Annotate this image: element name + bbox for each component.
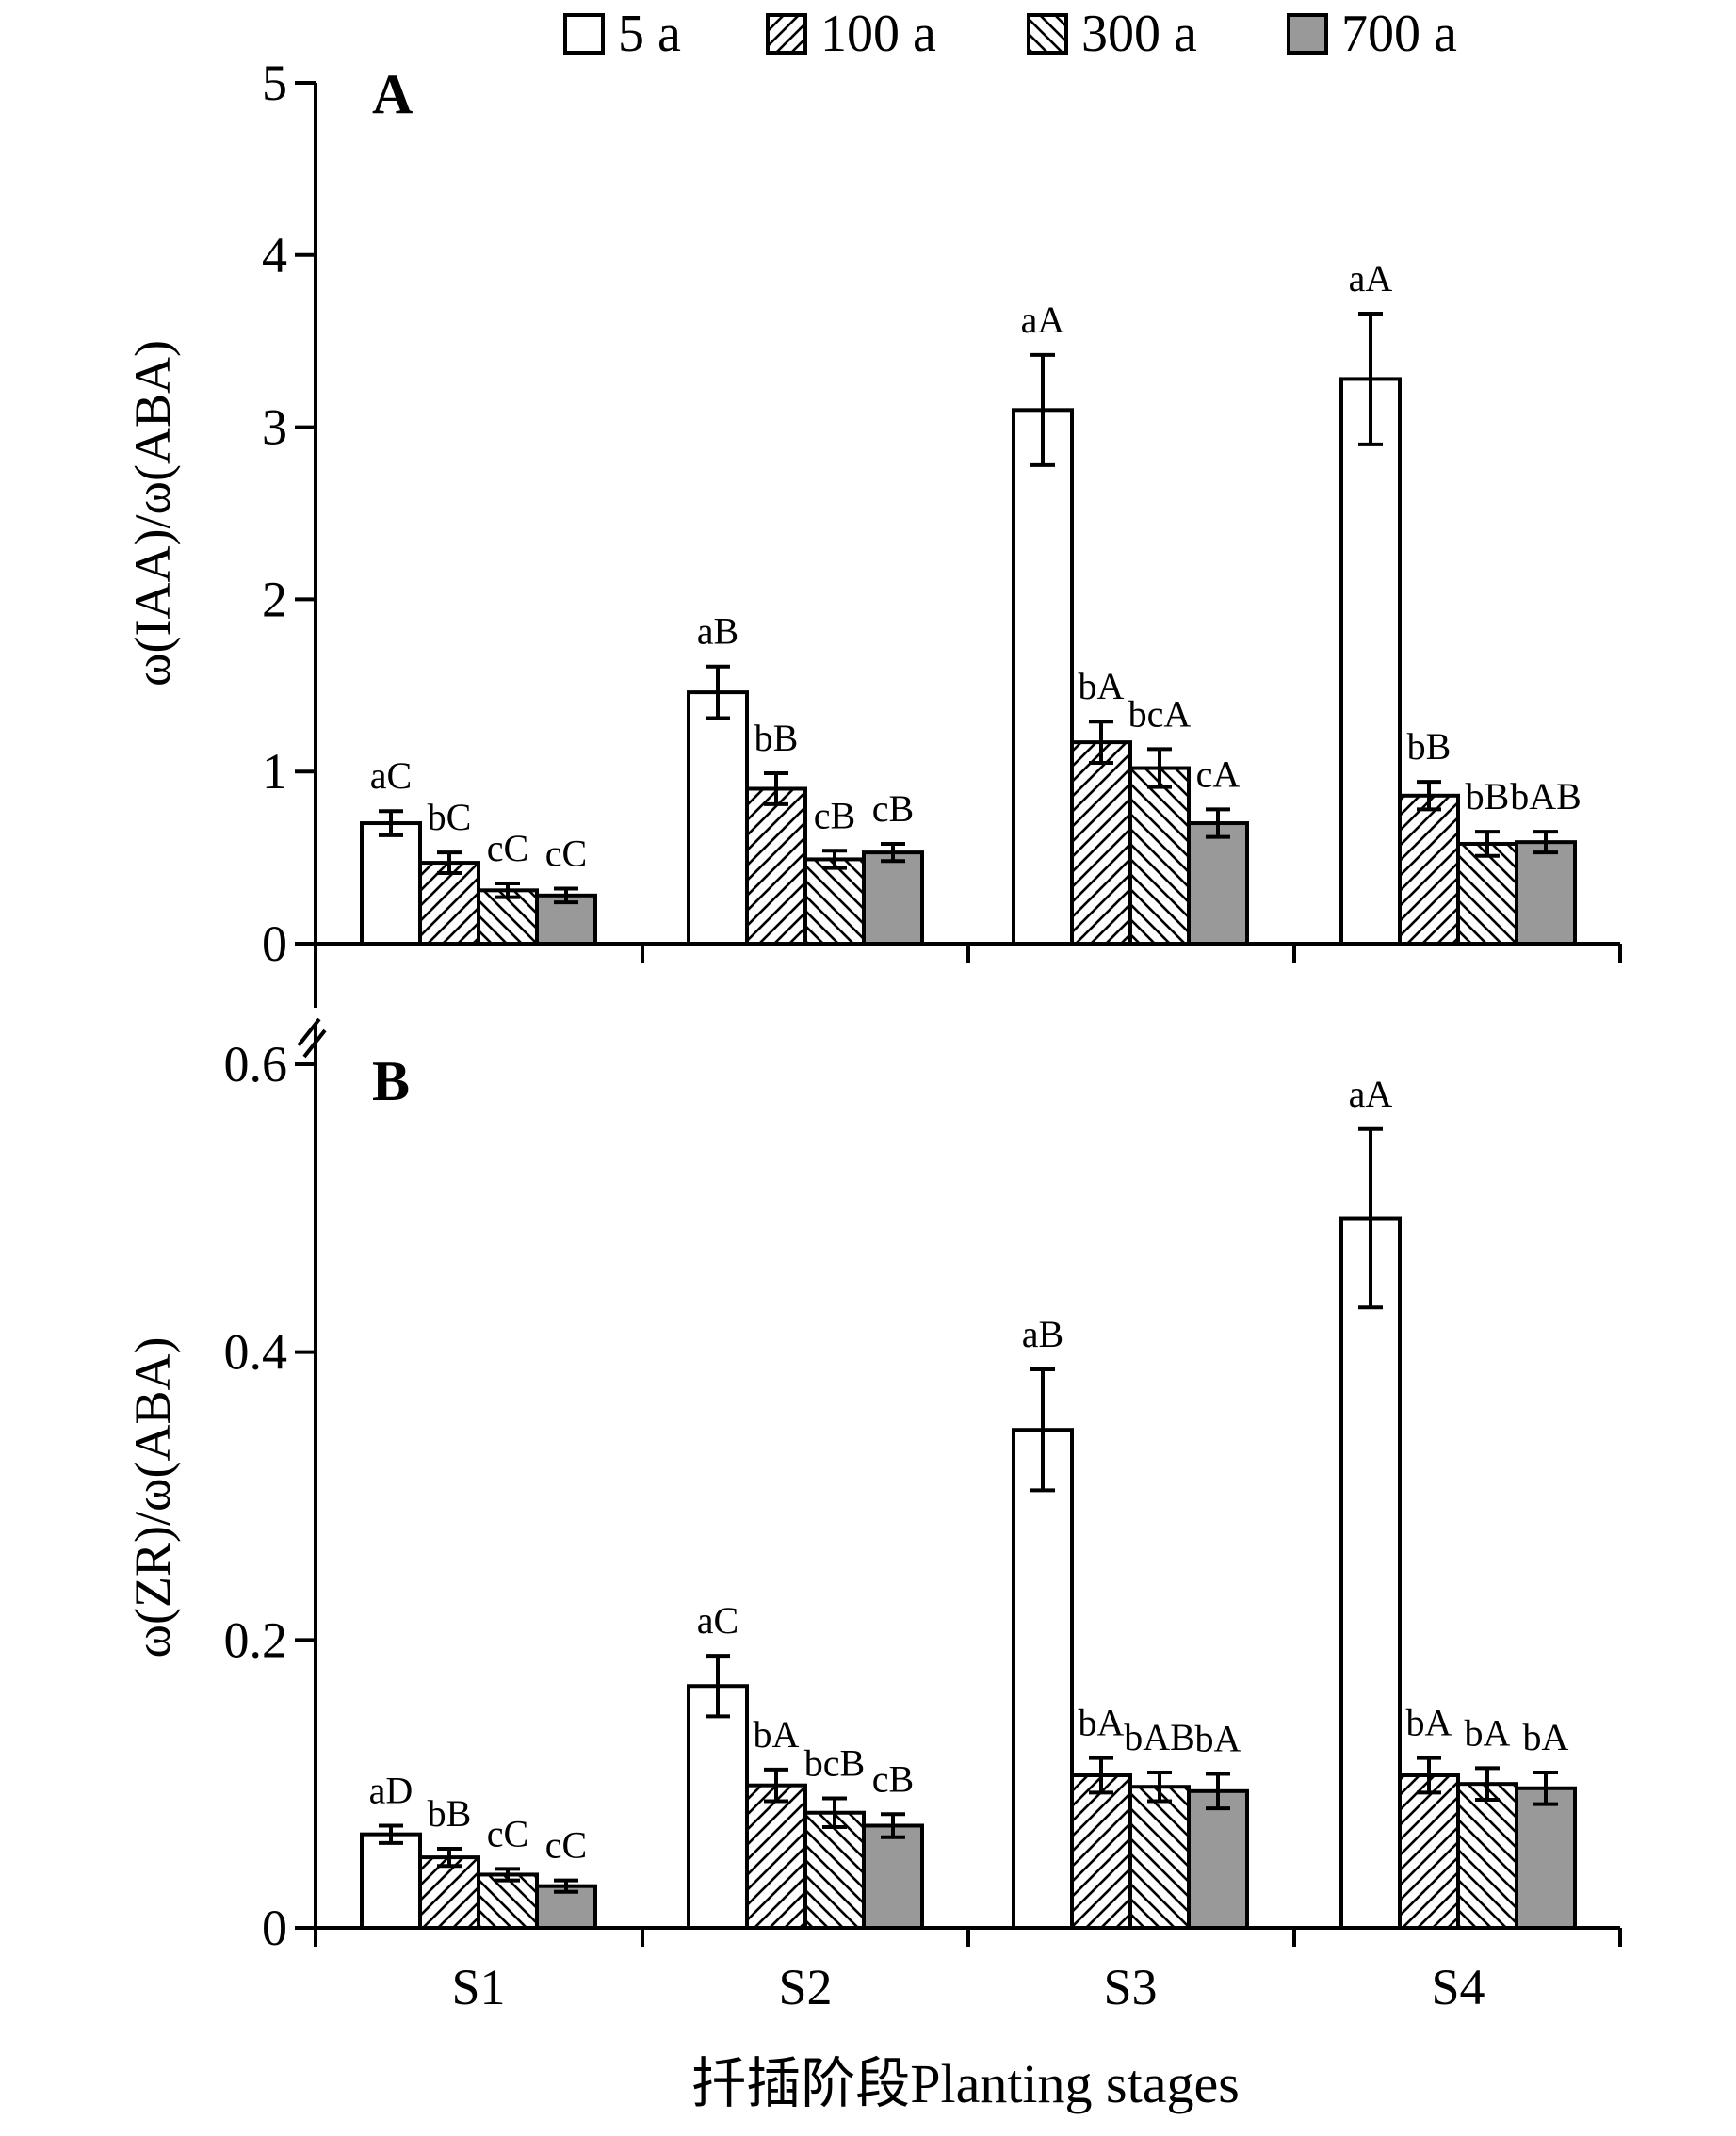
bar: [1187, 1788, 1249, 1931]
significance-label: aC: [697, 1599, 738, 1642]
category-label: S1: [451, 1959, 505, 2015]
panel-letter: A: [372, 63, 413, 125]
y-axis-title: ω(ZR)/ω(ABA): [124, 1336, 181, 1658]
bar: [418, 1855, 480, 1931]
y-tick-label: 0.4: [224, 1324, 288, 1381]
significance-label: aB: [697, 610, 738, 653]
y-tick-label: 2: [262, 571, 287, 627]
bar: [1339, 1216, 1402, 1930]
category-labels: S1 S2 S3 S4: [451, 1959, 1485, 2015]
y-axis-title: ω(IAA)/ω(ABA): [124, 340, 181, 687]
y-tick-label: 1: [262, 743, 287, 800]
bar: [477, 1872, 539, 1930]
bar: [1456, 1782, 1518, 1930]
legend-swatch-3: [1287, 13, 1328, 55]
significance-label: aB: [1022, 1313, 1063, 1355]
legend-swatch-0: [563, 13, 605, 55]
significance-label: aA: [1021, 299, 1065, 341]
bar: [745, 1783, 807, 1930]
bar: [745, 786, 807, 946]
significance-label: bB: [754, 717, 799, 759]
bar: [1128, 1785, 1191, 1931]
significance-label: bB: [1407, 725, 1452, 768]
legend: 5 a 100 a 300 a 700 a: [563, 5, 1457, 63]
legend-label-1: 100 a: [820, 5, 936, 63]
significance-label: cB: [872, 1757, 914, 1800]
y-tick-label: 5: [262, 55, 287, 111]
bar: [1070, 1772, 1132, 1931]
category-label: S3: [1103, 1959, 1157, 2015]
significance-label: bA: [1523, 1716, 1569, 1758]
significance-label: aA: [1349, 257, 1393, 299]
bar: [1070, 740, 1132, 947]
significance-label: bC: [428, 796, 472, 838]
significance-label: bcA: [1128, 692, 1192, 735]
y-tick-label: 0: [262, 1900, 287, 1956]
y-tick-label: 0.2: [224, 1611, 288, 1668]
y-tick-label: 0.6: [224, 1036, 288, 1092]
y-tick-label: 3: [262, 399, 287, 456]
legend-label-0: 5 a: [618, 5, 681, 63]
bar: [862, 1823, 924, 1930]
significance-label: bAB: [1124, 1716, 1195, 1758]
significance-label: bA: [1465, 1711, 1511, 1754]
significance-label: aA: [1349, 1073, 1393, 1115]
bar: [803, 857, 866, 946]
axis-break-mark: [297, 1017, 321, 1047]
bar: [1012, 408, 1074, 946]
axis-break-mark: [302, 1028, 327, 1059]
significance-label: bAB: [1510, 775, 1582, 817]
bar: [1339, 377, 1402, 946]
significance-label: cA: [1196, 752, 1241, 795]
significance-label: bB: [1466, 775, 1510, 817]
legend-swatch-2: [1027, 13, 1068, 55]
significance-label: cC: [487, 827, 528, 869]
significance-label: aD: [369, 1769, 414, 1811]
significance-label: cC: [545, 833, 587, 875]
significance-label: bA: [1079, 1702, 1125, 1744]
y-tick-label: 4: [262, 227, 287, 283]
bar: [1398, 1772, 1460, 1931]
category-label: S4: [1431, 1959, 1485, 2015]
bar: [360, 1832, 422, 1930]
bar: [1515, 1786, 1577, 1931]
panel-a: 0 1 2 3 4 5 ω(IAA)/ω(ABA) AaC aB aA aA bC bB bA bB cC cB…: [124, 55, 1622, 1008]
legend-label-3: 700 a: [1341, 5, 1457, 63]
bar: [687, 690, 749, 946]
bar: [862, 850, 924, 947]
bar: [1128, 766, 1191, 946]
significance-label: bB: [428, 1792, 472, 1835]
legend-label-2: 300 a: [1081, 5, 1197, 63]
bar: [1012, 1428, 1074, 1930]
x-axis-title: 扦插阶段Planting stages: [691, 2053, 1240, 2114]
significance-label: bA: [1195, 1717, 1241, 1759]
significance-label: bA: [1406, 1702, 1452, 1744]
bar: [1515, 840, 1577, 947]
bar: [1456, 841, 1518, 947]
significance-label: bcB: [804, 1741, 865, 1784]
bar: [687, 1684, 749, 1930]
significance-label: cC: [487, 1812, 528, 1854]
significance-label: cC: [545, 1824, 587, 1867]
bar: [803, 1810, 866, 1930]
category-label: S2: [778, 1959, 832, 2015]
panel-b: 0 0.2 0.4 0.6 ω(ZR)/ω(ABA) BaD aC aB aA bB bA bA bA c…: [124, 1017, 1622, 1956]
significance-label: cB: [814, 794, 855, 836]
significance-label: bA: [754, 1713, 800, 1756]
significance-label: aC: [370, 754, 412, 797]
y-tick-label: 0: [262, 915, 287, 972]
bar: [1398, 793, 1460, 946]
panel-letter: B: [372, 1050, 410, 1112]
legend-swatch-1: [766, 13, 807, 55]
significance-label: cB: [872, 787, 914, 830]
bar: [360, 821, 422, 946]
bar: [1187, 821, 1249, 946]
significance-label: bA: [1079, 665, 1125, 707]
